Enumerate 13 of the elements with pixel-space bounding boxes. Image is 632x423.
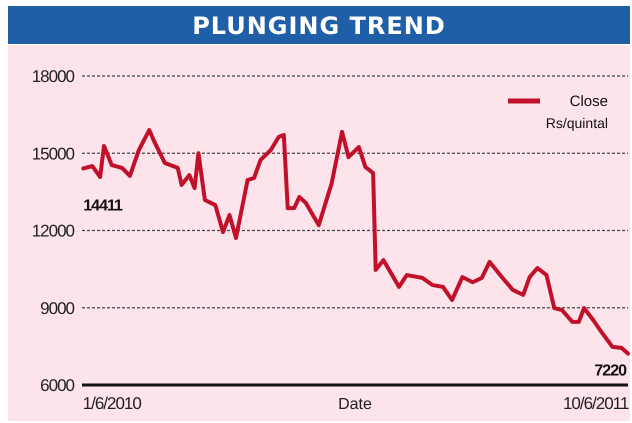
legend-label: Close bbox=[570, 93, 608, 110]
y-tick-label: 18000 bbox=[32, 67, 75, 86]
y-tick-label: 9000 bbox=[40, 298, 75, 318]
annotation: 7220 bbox=[594, 362, 628, 380]
y-tick-label: 15000 bbox=[32, 144, 75, 164]
x-tick-label: 10/6/2011 bbox=[562, 394, 629, 413]
y-tick-label: 6000 bbox=[40, 376, 75, 395]
annotation: Rs/quintal bbox=[546, 115, 608, 131]
annotation: 14411 bbox=[83, 197, 124, 214]
chart-title: PLUNGING TREND bbox=[192, 12, 446, 40]
x-axis-title: Date bbox=[338, 396, 372, 413]
x-tick-label: 1/6/2010 bbox=[82, 394, 142, 413]
y-tick-label: 12000 bbox=[32, 222, 75, 240]
